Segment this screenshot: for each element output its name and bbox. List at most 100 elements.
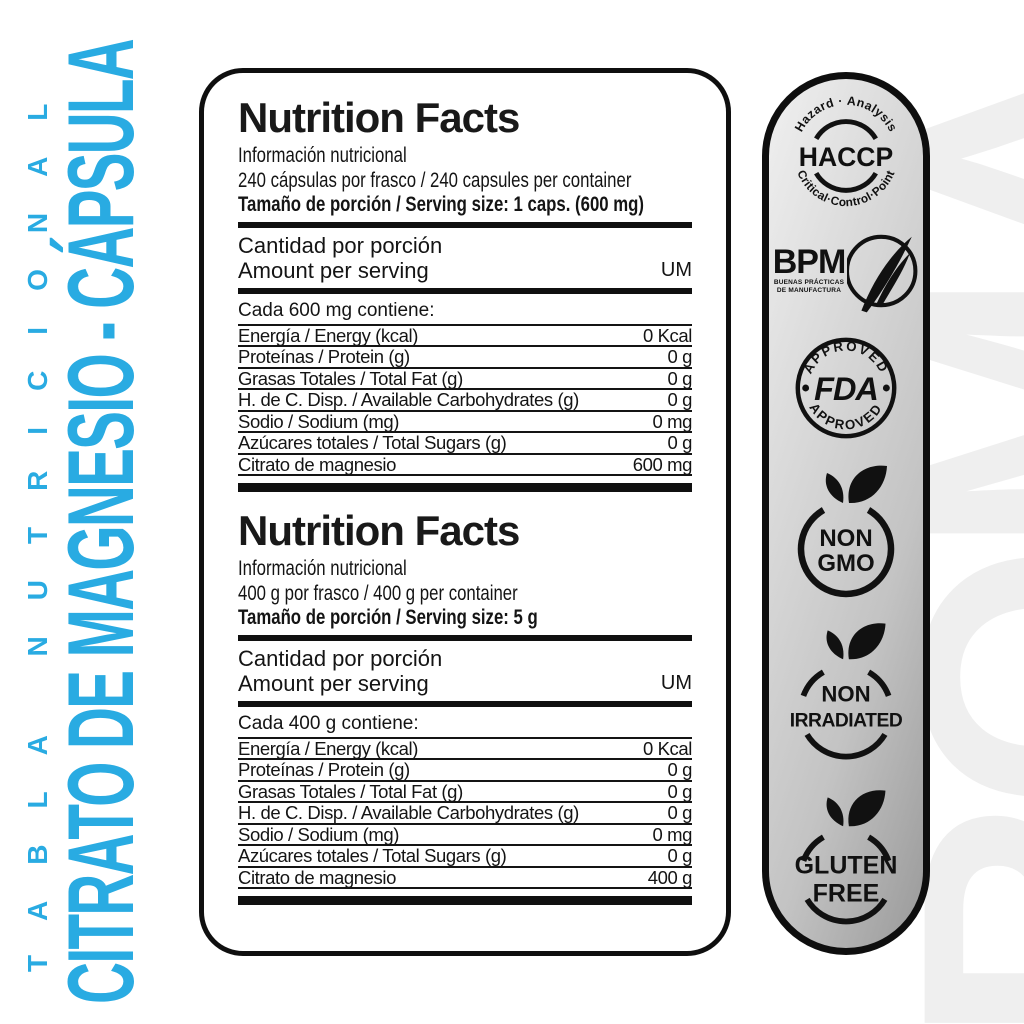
table-row: Proteínas / Protein (g) 0 g bbox=[238, 760, 692, 782]
badge-ring bbox=[800, 669, 825, 698]
contains-line: Cada 400 g contiene: bbox=[238, 712, 419, 734]
non-irradiated-line2: IRRADIATED bbox=[790, 711, 903, 732]
row-label: Proteínas / Protein (g) bbox=[238, 759, 410, 781]
table-row: Grasas Totales / Total Fat (g) 0 g bbox=[238, 782, 692, 804]
amount-es: Cantidad por porción bbox=[238, 232, 443, 258]
gluten-free-badge: GLUTEN FREE bbox=[795, 789, 897, 924]
amount-en: Amount per serving bbox=[238, 257, 429, 283]
row-label: Sodio / Sodium (mg) bbox=[238, 823, 400, 845]
vertical-title-product-name: CITRATO DE MAGNESIO - CÁPSULA bbox=[48, 40, 153, 1004]
table-row: Energía / Energy (kcal) 0 Kcal bbox=[238, 739, 692, 761]
leaf-icon bbox=[848, 465, 887, 503]
nutrition-label-panel: Nutrition Facts Información nutricional … bbox=[199, 68, 731, 956]
fda-seal-icon: APPROVED FDA APPROVED bbox=[795, 337, 897, 439]
non-gmo-badge: NON GMO bbox=[797, 465, 895, 597]
per-container-line: 240 cápsulas por frasco / 240 capsules p… bbox=[238, 167, 632, 192]
row-value: 0 g bbox=[667, 759, 692, 781]
row-label: Citrato de magnesio bbox=[238, 453, 396, 475]
row-label: Proteínas / Protein (g) bbox=[238, 346, 410, 368]
row-label: Citrato de magnesio bbox=[238, 866, 396, 888]
um-column-header: UM bbox=[660, 258, 692, 281]
certification-capsule: Hazard · Analysis HACCP Critical·Control… bbox=[762, 72, 930, 955]
table-row: Azúcares totales / Total Sugars (g) 0 g bbox=[238, 846, 692, 868]
table-row: Sodio / Sodium (mg) 0 mg bbox=[238, 412, 692, 434]
table-row: Energía / Energy (kcal) 0 Kcal bbox=[238, 326, 692, 348]
table-row: Sodio / Sodium (mg) 0 mg bbox=[238, 825, 692, 847]
row-value: 0 Kcal bbox=[642, 737, 692, 759]
haccp-top-arc bbox=[814, 119, 878, 141]
row-label: Azúcares totales / Total Sugars (g) bbox=[238, 432, 507, 454]
section-end-bar bbox=[238, 896, 692, 906]
row-value: 0 mg bbox=[652, 410, 692, 432]
fda-center-text: FDA bbox=[814, 371, 878, 407]
gluten-free-line2: FREE bbox=[813, 879, 880, 907]
bpm-label: BPM bbox=[772, 243, 847, 282]
badge-ring bbox=[800, 834, 825, 862]
row-value: 600 mg bbox=[632, 453, 693, 475]
haccp-seal-icon: Hazard · Analysis HACCP Critical·Control… bbox=[792, 94, 900, 210]
table-row: Citrato de magnesio 400 g bbox=[238, 868, 692, 890]
subtitle-es: Información nutricional bbox=[238, 143, 407, 167]
table-row: H. de C. Disp. / Available Carbohydrates… bbox=[238, 390, 692, 412]
nutrition-facts-capsules-section: Nutrition Facts Información nutricional … bbox=[238, 94, 693, 493]
thick-divider bbox=[238, 700, 692, 707]
leaf-icon bbox=[826, 796, 844, 826]
amount-en: Amount per serving bbox=[238, 670, 429, 696]
badge-ring bbox=[867, 834, 892, 862]
row-value: 0 g bbox=[667, 367, 692, 389]
section-end-bar bbox=[238, 483, 692, 493]
row-label: Energía / Energy (kcal) bbox=[238, 737, 418, 759]
amount-labels: Cantidad por porción Amount per serving bbox=[238, 646, 442, 696]
leaf-icon bbox=[848, 623, 886, 660]
amount-es: Cantidad por porción bbox=[238, 645, 443, 671]
row-value: 0 mg bbox=[652, 823, 692, 845]
haccp-bottom-arc bbox=[814, 172, 878, 194]
leaf-circle-icon bbox=[847, 234, 918, 313]
subtitle-es: Información nutricional bbox=[238, 556, 407, 581]
nutrient-table: Energía / Energy (kcal) 0 Kcal Proteínas … bbox=[238, 323, 693, 477]
thick-divider bbox=[238, 287, 692, 294]
per-container-line: 400 g por frasco / 400 g per container bbox=[238, 580, 518, 605]
nutrition-facts-title: Nutrition Facts bbox=[238, 94, 520, 141]
table-row: H. de C. Disp. / Available Carbohydrates… bbox=[238, 803, 692, 825]
badge-ring bbox=[804, 733, 888, 760]
serving-size-line: Tamaño de porción / Serving size: 1 caps… bbox=[238, 192, 645, 216]
row-value: 0 g bbox=[667, 346, 692, 368]
amount-per-serving-row: Cantidad por porción Amount per serving … bbox=[238, 646, 692, 696]
row-value: 0 g bbox=[667, 432, 692, 454]
nutrition-facts-powder-section: Nutrition Facts Información nutricional … bbox=[238, 507, 692, 906]
badge-ring bbox=[804, 897, 888, 924]
non-gmo-line2: GMO bbox=[817, 550, 874, 577]
thick-divider bbox=[238, 221, 692, 228]
table-row: Proteínas / Protein (g) 0 g bbox=[238, 347, 692, 369]
row-label: Sodio / Sodium (mg) bbox=[238, 410, 400, 432]
non-irradiated-line1: NON bbox=[821, 682, 870, 707]
leaf-icon bbox=[825, 472, 844, 503]
thick-divider bbox=[238, 634, 692, 641]
non-gmo-line1: NON bbox=[819, 525, 872, 552]
nutrition-facts-title: Nutrition Facts bbox=[238, 507, 520, 555]
row-label: Grasas Totales / Total Fat (g) bbox=[238, 780, 463, 802]
header-lines: Información nutricional 240 cápsulas por… bbox=[238, 143, 645, 217]
bpm-badge: BPM BUENAS PRÁCTICAS DE MANUFACTURA bbox=[769, 224, 923, 318]
badge-ring bbox=[797, 506, 895, 597]
leaf-icon bbox=[848, 789, 886, 826]
row-value: 0 g bbox=[667, 389, 692, 411]
header-lines: Información nutricional 400 g por frasco… bbox=[238, 556, 592, 630]
haccp-top-arc-text: Hazard · Analysis bbox=[792, 94, 900, 135]
row-label: Azúcares totales / Total Sugars (g) bbox=[238, 845, 507, 867]
amount-per-serving-row: Cantidad por porción Amount per serving … bbox=[238, 233, 692, 283]
contains-line: Cada 600 mg contiene: bbox=[238, 299, 435, 321]
row-label: Grasas Totales / Total Fat (g) bbox=[238, 367, 463, 389]
table-row: Azúcares totales / Total Sugars (g) 0 g bbox=[238, 433, 692, 455]
bpm-subtext-line1: BUENAS PRÁCTICAS bbox=[773, 278, 845, 286]
svg-text:Hazard · Analysis: Hazard · Analysis bbox=[792, 94, 900, 135]
haccp-center-text: HACCP bbox=[799, 142, 893, 172]
non-irradiated-badge: NON IRRADIATED bbox=[790, 623, 903, 760]
table-row: Grasas Totales / Total Fat (g) 0 g bbox=[238, 369, 692, 391]
serving-size-line: Tamaño de porción / Serving size: 5 g bbox=[238, 605, 538, 630]
row-value: 0 g bbox=[667, 802, 692, 824]
row-value: 0 Kcal bbox=[642, 324, 692, 346]
row-label: Energía / Energy (kcal) bbox=[238, 324, 418, 346]
